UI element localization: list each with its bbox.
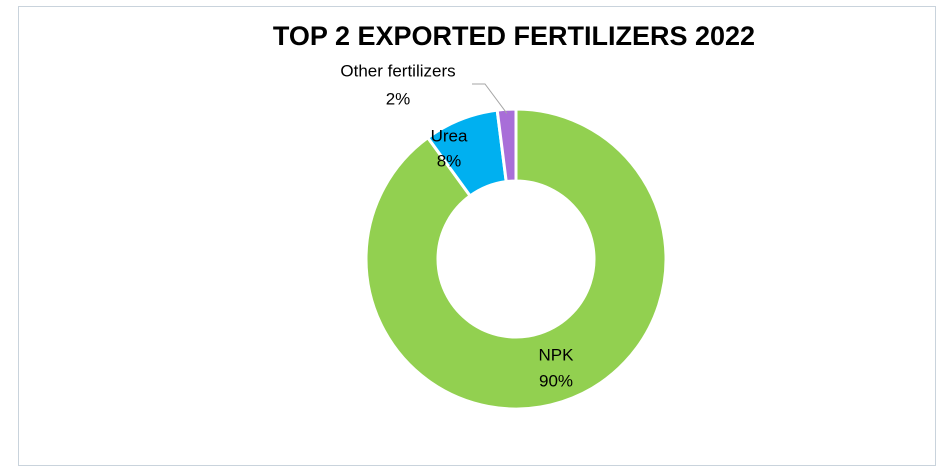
slice-label: Other fertilizers <box>340 61 455 80</box>
slice-label: NPK <box>539 345 575 364</box>
slice-value-label: 90% <box>539 371 573 390</box>
slice-value-label: 2% <box>386 89 411 108</box>
slice <box>364 107 668 411</box>
slice-label: Urea <box>431 126 468 145</box>
chart-title: TOP 2 EXPORTED FERTILIZERS 2022 <box>273 21 755 51</box>
slice-value-label: 8% <box>437 151 462 170</box>
leader-line <box>472 83 508 114</box>
